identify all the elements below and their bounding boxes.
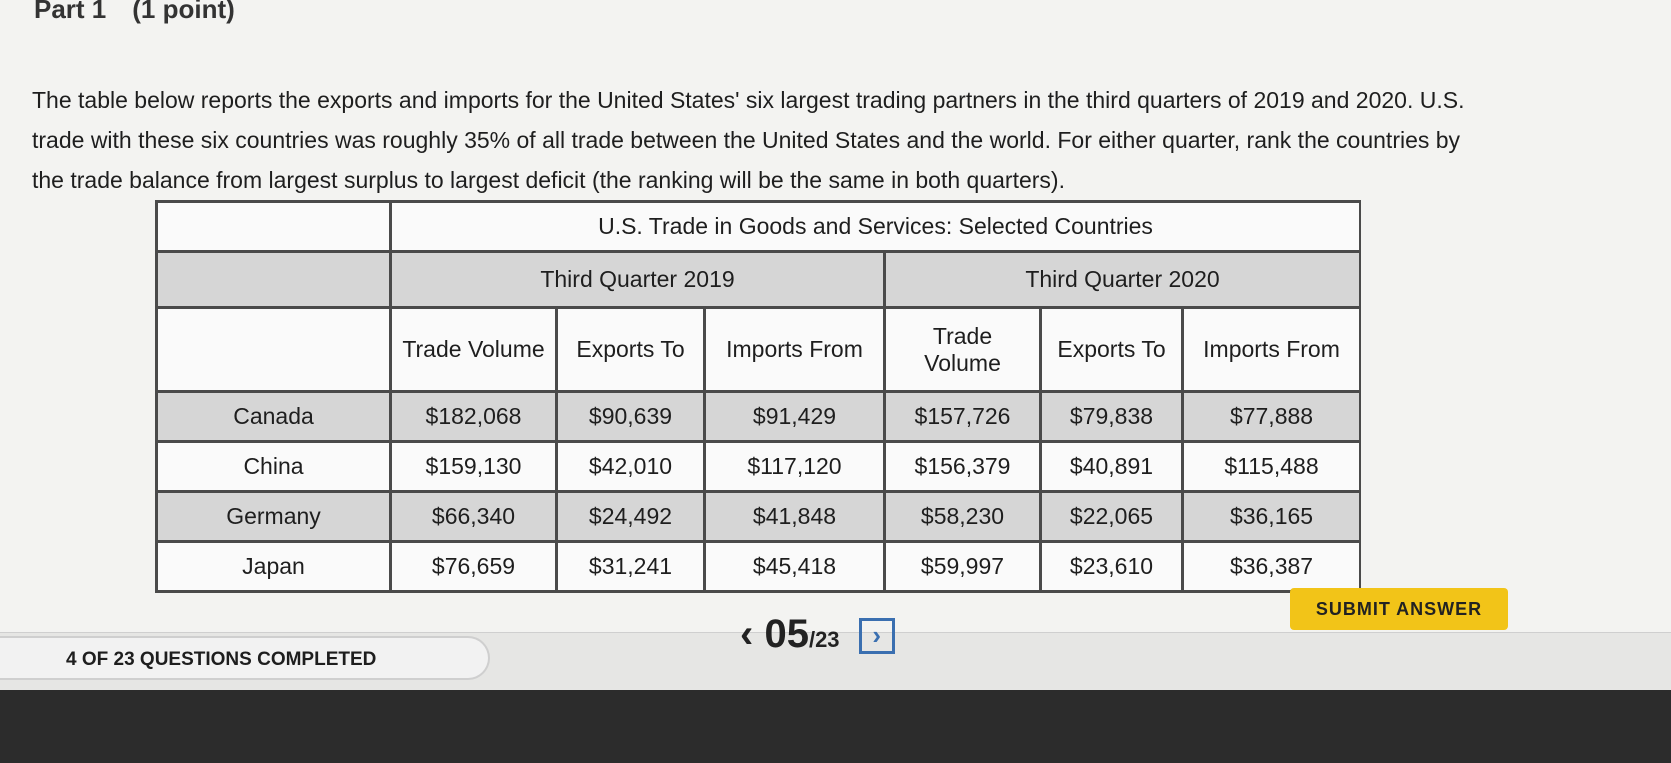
table-cell: $23,610 (1039, 540, 1184, 593)
table-row: Germany $66,340 $24,492 $41,848 $58,230 $22,0… (155, 490, 1361, 543)
pagination: ‹ 05/23 › (740, 612, 895, 657)
group-header: Third Quarter 2019 (389, 250, 886, 309)
table-cell: $115,488 (1180, 440, 1361, 493)
table-cell: $91,429 (703, 390, 886, 443)
title: Part 1 (34, 0, 107, 24)
taskbar (0, 690, 1671, 763)
table-cell: $22,065 (1039, 490, 1184, 543)
group-header: Third Quarter 2020 (882, 250, 1361, 309)
column-header: Trade Volume (389, 306, 558, 393)
blank-cell (155, 250, 392, 309)
table-container: U.S. Trade in Goods and Services: Select… (155, 200, 1361, 620)
table-cell: $24,492 (555, 490, 706, 543)
table-row: China $159,130 $42,010 $117,120 $156,379 $40,… (155, 440, 1361, 493)
table-cell: $58,230 (883, 490, 1042, 543)
blank-cell (155, 200, 392, 253)
points: (1 point) (132, 0, 235, 24)
column-header: Trade Volume (883, 306, 1042, 393)
table-cell: $182,068 (389, 390, 558, 443)
page-total: /23 (808, 627, 840, 652)
prev-arrow[interactable]: ‹ (740, 612, 754, 656)
table-cell: $157,726 (883, 390, 1042, 443)
instructions: The table below reports the exports and … (32, 87, 1465, 193)
column-header: Exports To (1039, 306, 1184, 393)
table-cell: $36,387 (1180, 540, 1361, 593)
trade-table: U.S. Trade in Goods and Services: Select… (155, 200, 1361, 593)
column-header: Imports From (1180, 306, 1361, 393)
blank-cell (155, 306, 392, 393)
table-cell: $40,891 (1039, 440, 1184, 493)
column-header: Imports From (703, 306, 886, 393)
part-title: Part 1 (1 point) (34, 0, 261, 25)
table-cell: $156,379 (883, 440, 1042, 493)
row-label: Germany (155, 490, 392, 543)
next-arrow[interactable]: › (858, 618, 895, 655)
table-cell: $77,888 (1180, 390, 1361, 443)
table-cell: $36,165 (1180, 490, 1361, 543)
progress-label: 4 OF 23 QUESTIONS COMPLETED (0, 636, 490, 680)
table-row: Japan $76,659 $31,241 $45,418 $59,997 $23,610… (155, 540, 1361, 593)
table-cell: $41,848 (703, 490, 886, 543)
row-label: China (155, 440, 392, 493)
table-cell: $79,838 (1039, 390, 1184, 443)
row-label: Japan (155, 540, 392, 593)
submit-button[interactable]: SUBMIT ANSWER (1290, 588, 1508, 630)
table-cell: $117,120 (703, 440, 886, 493)
page-current: 05 (764, 612, 809, 656)
table-caption: U.S. Trade in Goods and Services: Select… (388, 200, 1361, 253)
table-row: Canada $182,068 $90,639 $91,429 $157,726 $79,… (155, 390, 1361, 443)
table-cell: $59,997 (883, 540, 1042, 593)
table-cell: $66,340 (389, 490, 558, 543)
row-label: Canada (155, 390, 392, 443)
table-cell: $31,241 (555, 540, 706, 593)
column-header: Exports To (555, 306, 706, 393)
table-cell: $42,010 (555, 440, 706, 493)
table-cell: $76,659 (389, 540, 558, 593)
table-cell: $45,418 (703, 540, 886, 593)
table-cell: $90,639 (555, 390, 706, 443)
table-cell: $159,130 (389, 440, 558, 493)
